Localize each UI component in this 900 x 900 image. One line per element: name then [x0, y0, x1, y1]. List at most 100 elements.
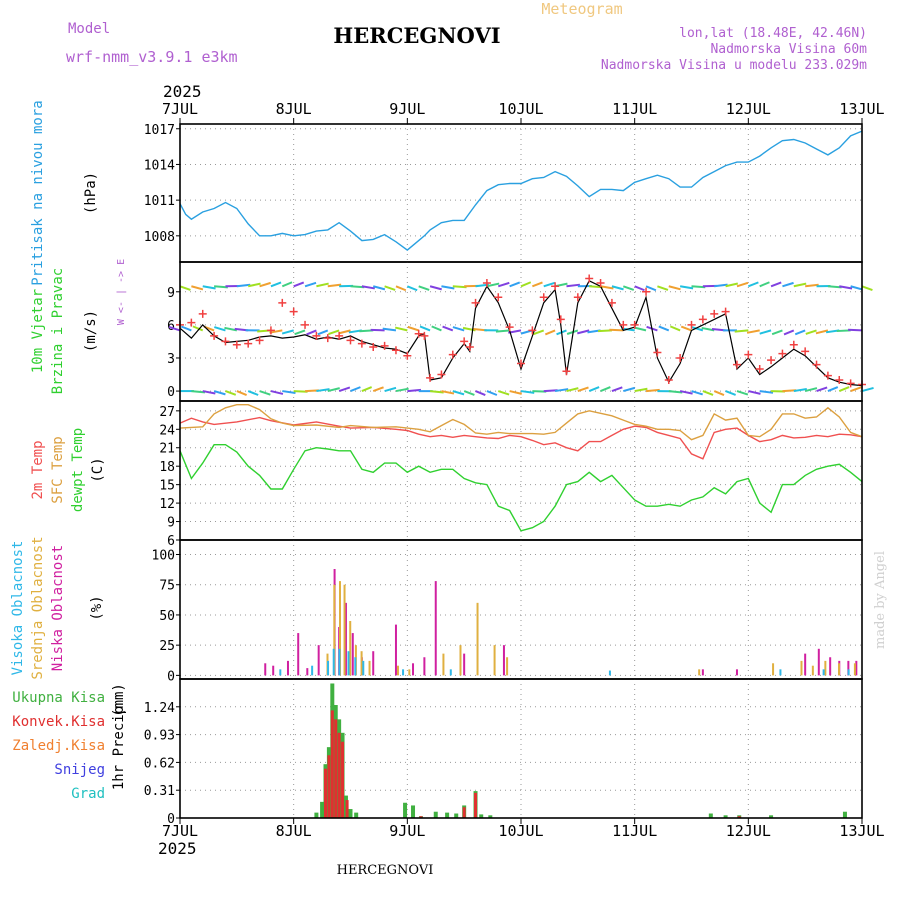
cloud-bar: [822, 669, 825, 676]
wind-arrow: [431, 325, 442, 332]
wind-arrow: [783, 329, 795, 336]
wind-arrow: [407, 325, 420, 332]
y-tick-label: 0: [167, 812, 175, 827]
product-title: Meteogram: [541, 0, 622, 18]
precip-bar: [433, 811, 438, 818]
y-tick-label: 0.62: [144, 756, 175, 771]
wind-arrow: [543, 281, 556, 288]
cloud-bar: [360, 651, 363, 676]
wind-arrow: [611, 386, 623, 393]
wind-arrow: [566, 329, 579, 335]
precip-bar: [411, 805, 416, 818]
wind-speed-line: [179, 280, 863, 387]
y-tick-label: 0: [167, 385, 175, 400]
wind-speed-marker: [471, 298, 480, 307]
model-elevation-label: Nadmorska Visina u modelu 233.029m: [601, 58, 867, 73]
y-tick-label: 1008: [144, 230, 175, 245]
wind-arrow: [406, 285, 418, 292]
wind-arrow: [452, 390, 465, 396]
wind-axis-label: 10m Vjetar: [30, 289, 46, 373]
precip-bar: [479, 814, 484, 818]
cloud-bar: [402, 669, 405, 676]
wind-speed-marker: [266, 326, 275, 335]
wind-speed-marker: [232, 340, 241, 349]
x-tick-label-bottom: 13JUL: [839, 822, 884, 840]
cloud-bar: [347, 651, 350, 676]
wind-speed-marker: [585, 274, 594, 283]
legend-total-rain: Ukupna Kisa: [12, 690, 105, 706]
wind-arrow: [622, 285, 635, 291]
cloud-bar: [847, 660, 850, 676]
wind-arrow: [634, 285, 645, 292]
wind-speed-marker: [630, 320, 639, 329]
dewpt-axis-label: dewpt Temp: [70, 428, 86, 512]
cloud-bar: [698, 669, 701, 676]
cloud-bar: [333, 584, 336, 676]
cloud-low-axis-label: Niska Oblacnost: [50, 545, 66, 671]
precip-bar: [330, 710, 334, 818]
wind-arrow: [805, 283, 819, 288]
wind-arrow: [746, 329, 760, 334]
wind-speed-marker: [244, 339, 253, 348]
cloud-bar: [354, 657, 357, 676]
wind-speed-marker: [744, 350, 753, 359]
precip-bar: [314, 812, 319, 818]
wind-arrow: [192, 325, 204, 332]
wind-arrow: [679, 390, 693, 395]
cloud-bar: [493, 645, 496, 676]
cloud-bar: [800, 660, 803, 676]
precip-bar: [769, 815, 774, 818]
wind-speed-marker: [391, 346, 400, 355]
wind-arrow: [429, 285, 442, 291]
cloud-bar: [506, 657, 509, 676]
wind-speed-marker: [278, 298, 287, 307]
precip-bar: [419, 816, 423, 818]
cloud-bar: [372, 651, 375, 676]
wind-speed-marker: [335, 331, 344, 340]
cloud-bar: [362, 660, 365, 676]
cloud-bar: [408, 669, 411, 676]
wind-speed-marker: [437, 370, 446, 379]
precip-bar: [737, 816, 741, 818]
cloud-bar: [434, 581, 437, 676]
wind-speed-marker: [801, 347, 810, 356]
wind-arrow: [725, 282, 739, 288]
wind-speed-marker: [551, 282, 560, 291]
wind-speed-marker: [812, 360, 821, 369]
wind-arrow: [429, 390, 444, 394]
wind-arrow: [657, 285, 669, 291]
wind-arrow: [418, 285, 430, 291]
cloud-bar: [306, 668, 309, 676]
wind-arrow: [180, 325, 192, 332]
wind-speed-marker: [653, 348, 662, 357]
wind-arrow: [350, 386, 361, 393]
wind-arrow: [370, 328, 385, 332]
cloud-bar: [837, 663, 840, 676]
y-tick-label: 27: [159, 405, 175, 420]
wind-arrow: [782, 281, 794, 288]
wind-arrow: [463, 390, 475, 396]
wind-arrow: [372, 285, 386, 291]
wind-speed-marker: [312, 331, 321, 340]
wind-axis-unit: (m/s): [83, 310, 99, 352]
plot-layer: 1008 1011 1014 1017 0 3 6 9 6 9 12 15 18 21 24 27 0 25 50 7…: [144, 100, 885, 840]
wind-speed-marker: [556, 315, 565, 324]
cloud-bar: [338, 648, 341, 676]
lonlat-label: lon,lat (18.48E, 42.46N): [679, 26, 867, 41]
wind-speed-marker: [607, 298, 616, 307]
y-tick-label: 18: [159, 460, 175, 475]
cloud-bar: [423, 657, 426, 676]
y-tick-label: 1017: [144, 123, 175, 138]
cloud-mid-axis-label: Srednja Oblacnost: [30, 536, 46, 679]
wind-axis-sublabel: Brzina i Pravac: [50, 268, 66, 394]
cloud-bar: [811, 665, 814, 676]
wind-arrow: [316, 388, 330, 393]
wind-speed-marker: [823, 371, 832, 380]
wind-arrow: [861, 285, 873, 291]
wind-arrow: [645, 285, 657, 292]
wind-speed-marker: [187, 318, 196, 327]
wind-arrow: [202, 285, 216, 290]
wind-arrow: [179, 285, 191, 291]
temp2m-axis-label: 2m Temp: [30, 440, 46, 499]
